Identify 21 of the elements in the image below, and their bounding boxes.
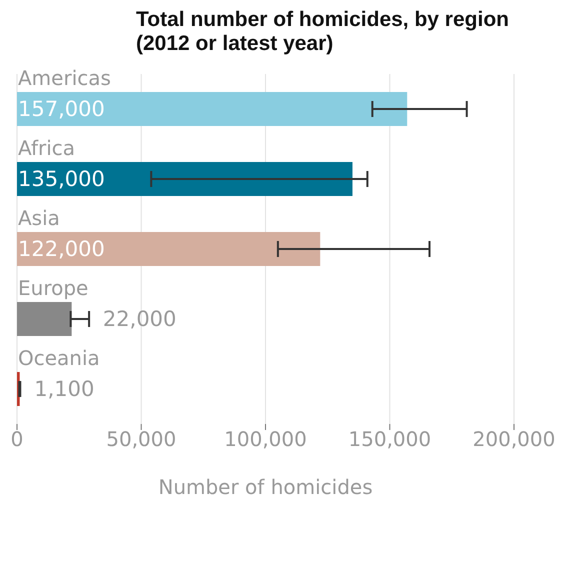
x-tick-label: 150,000 [348,427,432,452]
x-tick-label: 200,000 [472,427,556,452]
bar [17,232,320,266]
data-label: 135,000 [18,167,105,191]
x-axis-title: Number of homicides [158,475,373,499]
data-label: 157,000 [18,97,105,121]
bar [17,162,352,196]
y-tick-label: Asia [18,206,60,230]
y-tick-label: Oceania [18,346,100,370]
x-tick-label: 50,000 [106,427,176,452]
x-tick-label: 100,000 [224,427,307,452]
bar [17,92,408,126]
y-tick-label: Europe [18,276,88,300]
x-tick-label: 0 [10,427,24,452]
data-label: 22,000 [102,307,176,331]
bar [17,302,72,336]
data-label: 122,000 [18,237,105,261]
data-label: 1,100 [34,377,94,401]
y-tick-label: Americas [18,66,111,90]
chart-title: Total number of homicides, by region (2012 or latest year) [136,8,510,56]
y-tick-label: Africa [18,136,76,160]
